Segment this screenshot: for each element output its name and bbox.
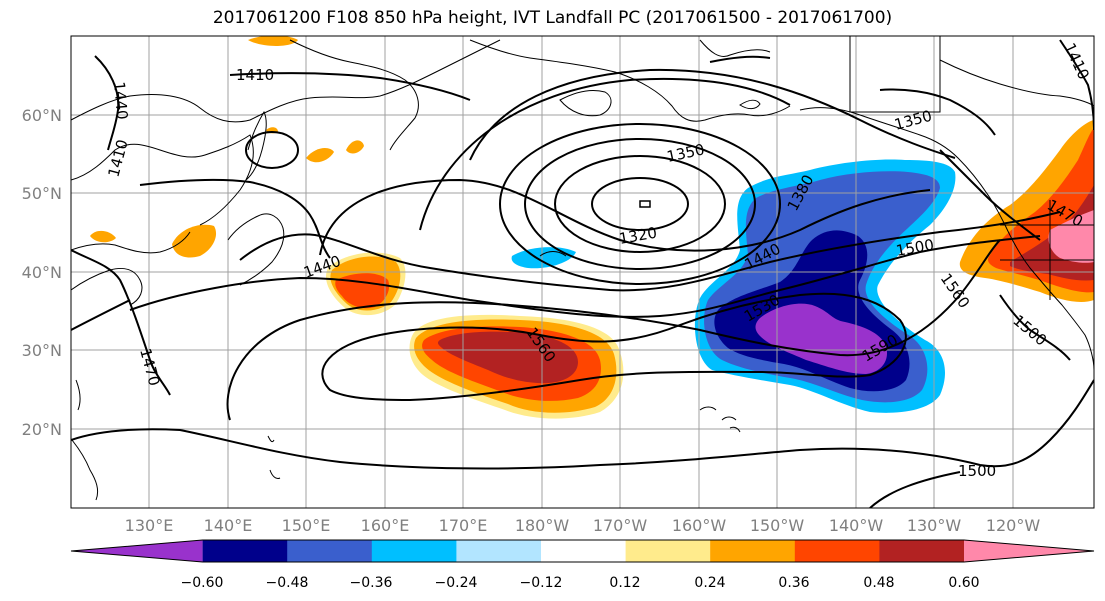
latitude-labels: 60°N 50°N 40°N 30°N 20°N bbox=[22, 106, 62, 439]
colorbar-cell bbox=[625, 540, 711, 562]
colorbar-extend-low bbox=[71, 540, 203, 562]
ivt-positive-japan-red bbox=[335, 273, 390, 309]
lon-label: 150°E bbox=[282, 516, 331, 535]
colorbar-cell bbox=[710, 540, 796, 562]
colorbar-cell bbox=[794, 540, 880, 562]
ivt-blob-3 bbox=[248, 36, 298, 46]
ivt-blob-2 bbox=[90, 230, 116, 243]
lon-label: 150°W bbox=[750, 516, 805, 535]
gridlines bbox=[71, 36, 1094, 508]
lat-label: 60°N bbox=[22, 106, 62, 125]
colorbar-cell bbox=[287, 540, 373, 562]
contour-label: 1500 bbox=[1009, 311, 1050, 349]
colorbar-tick-labels: −0.60 −0.48 −0.36 −0.24 −0.12 0.12 0.24 … bbox=[181, 575, 980, 591]
contour-label: 1440 bbox=[110, 81, 131, 121]
colorbar-tick-label: 0.24 bbox=[694, 575, 725, 591]
colorbar-cell bbox=[456, 540, 542, 562]
coastlines bbox=[71, 36, 1094, 501]
lon-label: 130°E bbox=[125, 516, 174, 535]
contour-label: 1410 bbox=[236, 66, 274, 84]
lon-label: 120°W bbox=[986, 516, 1041, 535]
contour-label: 1410 bbox=[104, 137, 131, 179]
colorbar-tick-label: −0.36 bbox=[350, 575, 393, 591]
contour-label: 1560 bbox=[937, 270, 974, 312]
ivt-blob-1 bbox=[172, 224, 217, 258]
map-title: 2017061200 F108 850 hPa height, IVT Land… bbox=[212, 8, 893, 28]
colorbar-tick-label: 0.36 bbox=[778, 575, 809, 591]
colorbar-tick-label: −0.24 bbox=[435, 575, 478, 591]
lon-label: 170°W bbox=[593, 516, 648, 535]
colorbar-cells bbox=[70, 539, 1095, 563]
colorbar-tick-label: −0.60 bbox=[181, 575, 224, 591]
colorbar-extend-high bbox=[964, 540, 1094, 562]
colorbar-tick-label: 0.48 bbox=[863, 575, 894, 591]
contour-label: 1320 bbox=[618, 224, 659, 248]
lon-label: 140°W bbox=[829, 516, 884, 535]
colorbar-tick-label: 0.12 bbox=[609, 575, 640, 591]
lat-label: 20°N bbox=[22, 420, 62, 439]
contour-label: 1470 bbox=[136, 346, 163, 388]
lon-label: 130°W bbox=[907, 516, 962, 535]
lat-label: 50°N bbox=[22, 184, 62, 203]
ivt-blob-5 bbox=[346, 140, 364, 154]
lon-label: 170°E bbox=[439, 516, 488, 535]
lon-label: 140°E bbox=[204, 516, 253, 535]
contour-label-group: 1410 1440 1410 1440 1470 1350 1320 1380 … bbox=[104, 40, 1092, 480]
contour-label: 1350 bbox=[665, 140, 706, 166]
lat-label: 40°N bbox=[22, 263, 62, 282]
contour-label: 1350 bbox=[892, 107, 934, 134]
colorbar-cell bbox=[879, 540, 965, 562]
colorbar-cell bbox=[202, 540, 288, 562]
colorbar-tick-label: −0.48 bbox=[266, 575, 309, 591]
colorbar-cell bbox=[371, 540, 457, 562]
lon-label: 180°W bbox=[515, 516, 570, 535]
contour-label: 1410 bbox=[1060, 40, 1092, 82]
ivt-positive-coast-pink bbox=[1048, 210, 1094, 263]
colorbar: −0.60 −0.48 −0.36 −0.24 −0.12 0.12 0.24 … bbox=[70, 539, 1095, 591]
ivt-blob-7 bbox=[511, 247, 576, 269]
lat-label: 30°N bbox=[22, 341, 62, 360]
colorbar-outline bbox=[70, 539, 1095, 563]
colorbar-tick-label: 0.60 bbox=[948, 575, 979, 591]
longitude-labels: 130°E 140°E 150°E 160°E 170°E 180°W 170°… bbox=[125, 516, 1041, 535]
ivt-positive-central-dark bbox=[437, 331, 578, 384]
height-contours bbox=[71, 39, 1094, 508]
lon-label: 160°W bbox=[672, 516, 727, 535]
ivt-blob-4 bbox=[306, 148, 334, 163]
map-content: 1410 1440 1410 1440 1470 1350 1320 1380 … bbox=[71, 36, 1094, 508]
lon-label: 160°E bbox=[361, 516, 410, 535]
contour-label: 1500 bbox=[958, 462, 996, 480]
colorbar-cell bbox=[541, 540, 627, 562]
map-frame bbox=[70, 35, 1095, 509]
colorbar-tick-label: −0.12 bbox=[520, 575, 563, 591]
ivt-negative-core bbox=[755, 303, 888, 374]
